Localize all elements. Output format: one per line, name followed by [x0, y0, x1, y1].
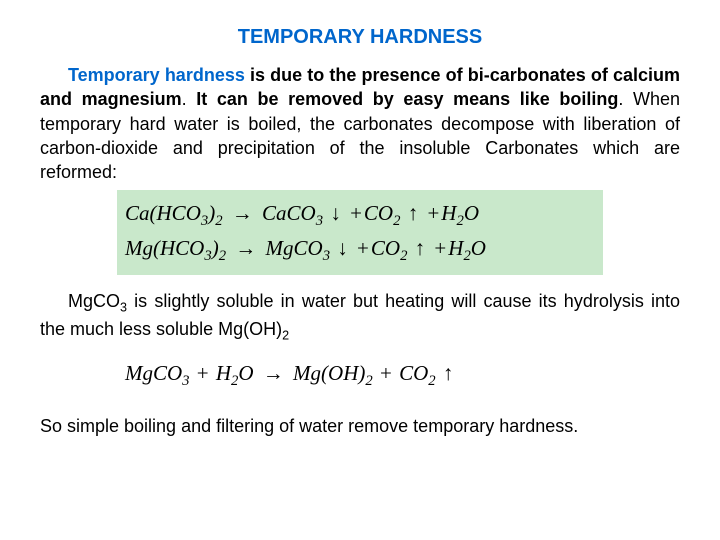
eq1-lhs-base: Ca [125, 201, 150, 225]
plus-icon: + [432, 236, 448, 260]
eq3-l1-sub: 3 [182, 373, 189, 389]
p2-pre: MgCO [68, 291, 120, 311]
eq2-r1-base: MgCO [266, 236, 323, 260]
arrow-icon: → [259, 361, 288, 385]
intro-paragraph: Temporary hardness is due to the presenc… [40, 63, 680, 184]
eq3-r2-base: CO [399, 361, 428, 385]
eq1-r3-tail: O [464, 201, 479, 225]
eq1-r2-base: CO [364, 201, 393, 225]
eq1-r3-sub: 2 [456, 214, 463, 230]
eq2-r2-sub: 2 [400, 248, 407, 264]
plus-icon: + [425, 201, 441, 225]
equation-block-1: Ca(HCO3)2 → CaCO3 ↓ +CO2 ↑ +H2O Mg(HCO3)… [117, 190, 603, 274]
eq1-lhs-group-sub: 3 [201, 214, 208, 230]
eq3-l2-base: H [216, 361, 231, 385]
mid-paragraph: MgCO3 is slightly soluble in water but h… [40, 289, 680, 344]
up-arrow-icon: ↑ [441, 361, 456, 385]
eq3-r1-sub: 2 [365, 373, 372, 389]
arrow-icon: → [228, 201, 257, 225]
eq2-r3-sub: 2 [463, 248, 470, 264]
eq1-r2-sub: 2 [393, 214, 400, 230]
sep: . [182, 89, 197, 109]
bold-phrase-2: It can be removed by easy means like boi… [196, 89, 618, 109]
eq2-r2-base: CO [371, 236, 400, 260]
eq1-r1-sub: 3 [316, 214, 323, 230]
eq3-l1-base: MgCO [125, 361, 182, 385]
down-arrow-icon: ↓ [335, 236, 350, 260]
eq1-r1-base: CaCO [262, 201, 316, 225]
eq3-r1-base: Mg [293, 361, 321, 385]
page: TEMPORARY HARDNESS Temporary hardness is… [0, 0, 720, 540]
eq2-lhs-base: Mg [125, 236, 153, 260]
eq1-lhs-outer-sub: 2 [215, 214, 222, 230]
p2-mid: is slightly soluble in water but heating… [40, 291, 680, 339]
eq2-lhs-group-sub: 3 [204, 248, 211, 264]
p2-mid-sub: 2 [282, 328, 289, 342]
closing-paragraph: So simple boiling and filtering of water… [40, 414, 680, 438]
lead-phrase: Temporary hardness [68, 65, 245, 85]
up-arrow-icon: ↑ [406, 201, 421, 225]
plus-icon: + [348, 201, 364, 225]
equation-row-1: Ca(HCO3)2 → CaCO3 ↓ +CO2 ↑ +H2O [125, 198, 595, 232]
eq2-r1-sub: 3 [323, 248, 330, 264]
eq1-r3-base: H [441, 201, 456, 225]
eq3-r2-sub: 2 [428, 373, 435, 389]
arrow-icon: → [231, 236, 260, 260]
equation-row-3: MgCO3 + H2O → Mg(OH)2 + CO2 ↑ [125, 358, 595, 392]
plus-icon: + [195, 361, 211, 385]
equation-row-2: Mg(HCO3)2 → MgCO3 ↓ +CO2 ↑ +H2O [125, 233, 595, 267]
down-arrow-icon: ↓ [328, 201, 343, 225]
p2-pre-sub: 3 [120, 301, 127, 315]
eq2-lhs-outer-sub: 2 [219, 248, 226, 264]
up-arrow-icon: ↑ [413, 236, 428, 260]
page-title: TEMPORARY HARDNESS [40, 26, 680, 49]
equation-block-2: MgCO3 + H2O → Mg(OH)2 + CO2 ↑ [117, 350, 603, 400]
plus-icon: + [378, 361, 394, 385]
eq2-r3-tail: O [471, 236, 486, 260]
eq2-r3-base: H [448, 236, 463, 260]
eq2-lhs-group: HCO [160, 236, 204, 260]
eq1-lhs-group: HCO [157, 201, 201, 225]
plus-icon: + [355, 236, 371, 260]
eq3-r1-group: OH [328, 361, 358, 385]
eq3-l2-tail: O [238, 361, 253, 385]
